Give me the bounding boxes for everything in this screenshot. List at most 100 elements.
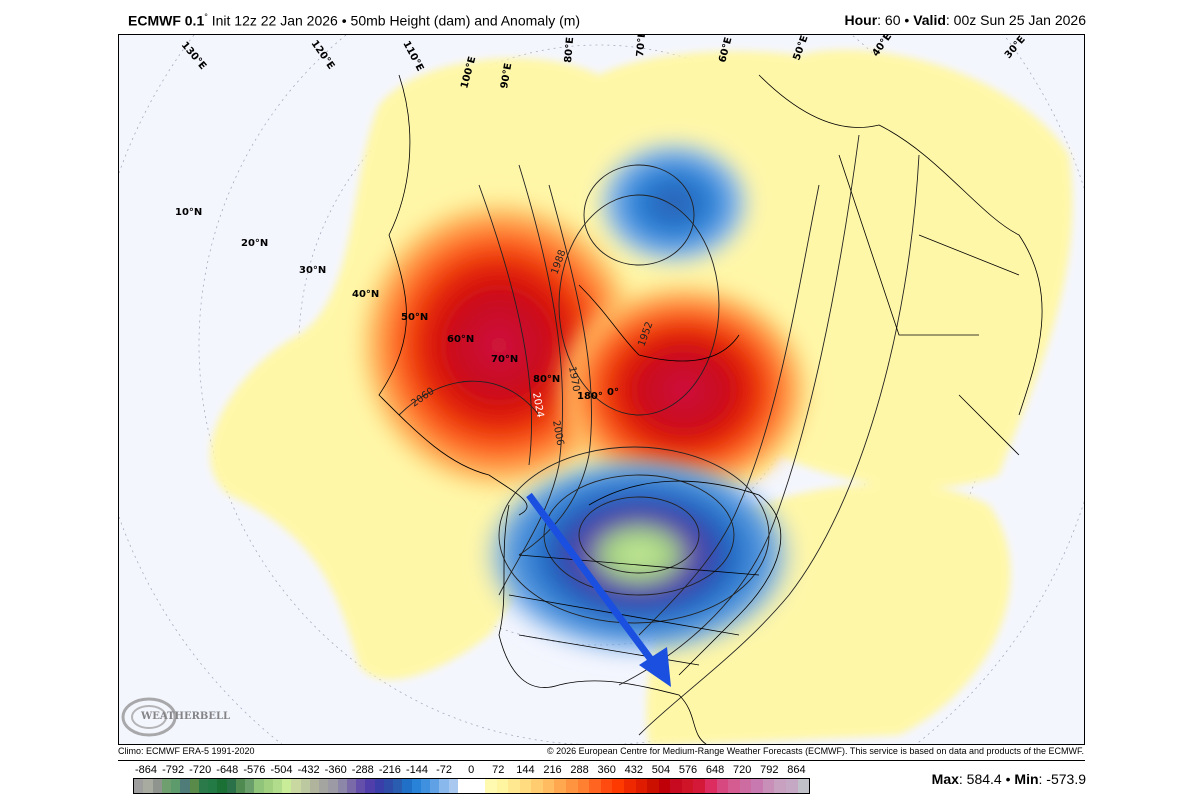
colorbar-cell (531, 779, 543, 793)
contour-label: 2006 (550, 420, 565, 447)
colorbar-cell (235, 779, 245, 793)
product-name: 50mb Height (dam) and Anomaly (m) (350, 12, 581, 29)
colorbar-tick-label: -216 (378, 764, 401, 776)
lat-label: 70°N (491, 354, 518, 365)
lat-label: 40°N (352, 289, 379, 300)
colorbar-cell (751, 779, 763, 793)
colorbar-cell (430, 779, 440, 793)
colorbar-cell (554, 779, 567, 793)
colorbar-tick-label: 792 (760, 764, 779, 776)
lat-label: 30°N (299, 265, 326, 276)
colorbar-zero (458, 779, 485, 793)
colorbar-cell (374, 779, 384, 793)
colorbar-cell (774, 779, 787, 793)
colorbar-cell (704, 779, 717, 793)
contour-label: 2024 (530, 392, 545, 419)
colorbar-cell (143, 779, 153, 793)
colorbar-cell (496, 779, 509, 793)
colorbar-tick-label: 144 (516, 764, 535, 776)
forecast-hour: : 60 (877, 12, 901, 28)
colorbar-cell (226, 779, 236, 793)
climo-note: Climo: ECMWF ERA-5 1991-2020 (118, 746, 255, 756)
colorbar-cell (647, 779, 659, 793)
colorbar-cell (566, 779, 578, 793)
lat-label: 50°N (401, 312, 428, 323)
colorbar-cell (383, 779, 393, 793)
min-value: : -573.9 (1038, 771, 1086, 787)
max-value: : 584.4 (958, 771, 1002, 787)
colorbar-tick-label: -432 (297, 764, 320, 776)
colorbar-cell (485, 779, 497, 793)
model-name: ECMWF 0.1 (128, 12, 205, 29)
negative-anomaly-arctic (594, 138, 754, 268)
height-contours (398, 134, 920, 736)
map-title: ECMWF 0.1° Init 12z 22 Jan 2026 • 50mb H… (128, 12, 581, 29)
weather-map: 1988 1952 1970 2024 2006 2060 10°N 20°N … (118, 34, 1085, 745)
colorbar-cell (217, 779, 227, 793)
colorbar-tick-label: -144 (405, 764, 429, 776)
colorbar-cell (245, 779, 255, 793)
colorbar-cell (171, 779, 181, 793)
lon-label: 130°E (179, 40, 209, 72)
lon-label: 180° (577, 391, 603, 402)
colorbar-cell (612, 779, 624, 793)
colorbar-cell (448, 779, 458, 793)
colorbar-tick-label: -720 (189, 764, 212, 776)
colorbar-cell (328, 779, 338, 793)
contour-label: 1970 (566, 366, 581, 393)
colorbar-tick-label: 720 (733, 764, 752, 776)
colorbar-tick-label: -72 (436, 764, 453, 776)
colorbar-cell (180, 779, 190, 793)
colorbar-cell (208, 779, 218, 793)
colorbar-cell (411, 779, 421, 793)
colorbar-cell (189, 779, 199, 793)
colorbar-tick-label: 288 (570, 764, 589, 776)
svg-text:WEATHERBELL: WEATHERBELL (140, 711, 230, 722)
colorbar-cell (762, 779, 775, 793)
colorbar-cell (393, 779, 403, 793)
colorbar-ticks: -864 -792 -720 -648 -576 -504 -432 -360 -288 -216… (0, 764, 1202, 778)
copyright-note: © 2026 European Centre for Medium-Range … (546, 746, 1084, 756)
colorbar-cell (272, 779, 282, 793)
lat-label: 20°N (241, 238, 268, 249)
colorbar-cell (365, 779, 375, 793)
colorbar-cell (797, 779, 810, 793)
colorbar-tick-label: -504 (270, 764, 293, 776)
colorbar-cell (309, 779, 319, 793)
colorbar-negative (134, 779, 458, 793)
colorbar-cell (152, 779, 162, 793)
colorbar-cell (681, 779, 694, 793)
colorbar-tick-label: -792 (162, 764, 185, 776)
lon-label: 110°E (400, 39, 425, 73)
colorbar-cell (346, 779, 356, 793)
blue-arrow-annotation (526, 492, 671, 687)
valid-date: : 00z Sun 25 Jan 2026 (945, 12, 1086, 28)
lon-label: 120°E (309, 38, 337, 71)
colorbar-cell (519, 779, 532, 793)
colorbar-cell (198, 779, 208, 793)
lon-label: 70°E (635, 35, 648, 57)
colorbar-cell (161, 779, 171, 793)
colorbar-cell (670, 779, 682, 793)
colorbar-tick-label: 576 (678, 764, 698, 776)
lon-label: 90°E (499, 62, 514, 89)
colorbar-cell (291, 779, 301, 793)
colorbar-tick-label: -360 (324, 764, 347, 776)
colorbar-cell (739, 779, 752, 793)
colorbar-cell (623, 779, 636, 793)
colorbar-tick-label: -576 (243, 764, 266, 776)
latitude-labels: 10°N 20°N 30°N 40°N 50°N 60°N 70°N 80°N (175, 207, 560, 385)
coastlines (378, 74, 1043, 744)
colorbar-tick-label: -648 (216, 764, 239, 776)
colorbar-cell (319, 779, 329, 793)
colorbar-cell (658, 779, 671, 793)
colorbar-cell (542, 779, 555, 793)
colorbar-tick-label: 864 (787, 764, 806, 776)
lat-label: 60°N (447, 334, 474, 345)
colorbar-cell (356, 779, 366, 793)
colorbar-cell (635, 779, 648, 793)
colorbar-cell (420, 779, 430, 793)
max-min-readout: Max: 584.4 • Min: -573.9 (931, 771, 1086, 787)
lat-label: 80°N (533, 374, 560, 385)
colorbar-tick-label: 360 (597, 764, 616, 776)
